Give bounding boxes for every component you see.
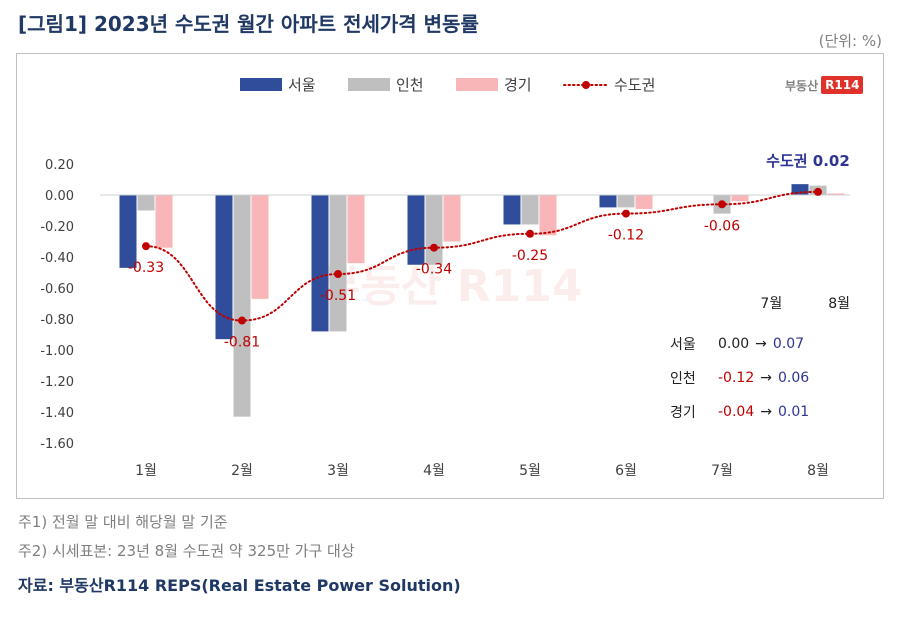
bar-2 — [329, 195, 347, 332]
bar-1 — [407, 195, 425, 265]
bar-3 — [539, 195, 557, 236]
summary-header: 7월 8월 — [670, 293, 860, 313]
point-label: -0.06 — [704, 218, 740, 234]
bar-1 — [119, 195, 137, 268]
logo-box: R114 — [821, 76, 864, 94]
y-tick-label: -0.80 — [40, 313, 74, 328]
bar-3 — [443, 195, 461, 242]
point-label: -0.25 — [512, 248, 548, 264]
summary-row-gyeonggi: 경기 -0.04 → 0.01 — [670, 395, 860, 429]
unit-label: (단위: %) — [818, 32, 882, 50]
bar-3 — [347, 195, 365, 264]
summary-box: 7월 8월 서울 0.00 → 0.07 인천 -0.12 → 0.06 경기 … — [670, 293, 860, 429]
summary-row-seoul: 서울 0.00 → 0.07 — [670, 327, 860, 361]
last-point-label: 수도권 0.02 — [766, 152, 850, 170]
legend-label: 서울 — [288, 76, 316, 94]
logo: 부동산 R114 — [785, 76, 864, 94]
source-line: 자료: 부동산R114 REPS(Real Estate Power Solut… — [18, 576, 461, 595]
point-label: -0.81 — [224, 335, 260, 351]
bar-2 — [521, 195, 539, 225]
legend-label: 수도권 — [614, 76, 655, 94]
logo-text: 부동산 — [785, 78, 819, 93]
legend-line-marker — [582, 81, 590, 89]
x-tick-label: 3월 — [327, 463, 349, 479]
bar-2 — [233, 195, 251, 417]
notes: 주1) 전월 말 대비 해당월 말 기준 주2) 시세표본: 23년 8월 수도… — [18, 508, 355, 566]
bar-1 — [311, 195, 329, 332]
y-tick-label: 0.20 — [45, 158, 74, 173]
summary-label: 서울 — [670, 337, 696, 353]
summary-arrow: → — [760, 404, 772, 420]
x-tick-label: 2월 — [231, 463, 253, 479]
capital-area-point — [814, 187, 822, 196]
bar-3 — [251, 195, 269, 299]
bar-3 — [635, 195, 653, 209]
x-tick-label: 4월 — [423, 463, 445, 479]
capital-area-point — [430, 243, 438, 252]
summary-arrow: → — [760, 370, 772, 386]
legend-swatch — [348, 78, 390, 91]
bar-3 — [731, 195, 749, 202]
bar-2 — [617, 195, 635, 208]
bar-1 — [215, 195, 233, 340]
summary-arrow: → — [755, 336, 767, 352]
legend-swatch — [456, 78, 498, 91]
bar-2 — [137, 195, 155, 211]
y-tick-label: -1.60 — [40, 437, 74, 452]
legend-swatch — [240, 78, 282, 91]
x-tick-label: 5월 — [519, 463, 541, 479]
bar-2 — [425, 195, 443, 265]
y-tick-label: -1.40 — [40, 406, 74, 421]
x-tick-label: 6월 — [615, 463, 637, 479]
summary-aug-value: 0.06 — [777, 370, 810, 386]
x-tick-label: 8월 — [807, 463, 829, 479]
y-tick-label: -0.20 — [40, 220, 74, 235]
chart-frame — [16, 53, 884, 499]
bar-1 — [599, 195, 617, 208]
legend-label: 인천 — [396, 76, 424, 94]
capital-area-point — [334, 270, 342, 279]
bar-1 — [503, 195, 521, 225]
y-tick-label: -1.20 — [40, 375, 74, 390]
summary-aug-value: 0.07 — [772, 336, 805, 352]
summary-aug-value: 0.01 — [777, 404, 810, 420]
summary-label: 인천 — [670, 371, 696, 387]
legend-label: 경기 — [504, 76, 532, 94]
x-tick-label: 7월 — [711, 463, 733, 479]
capital-area-point — [238, 316, 246, 325]
capital-area-point — [142, 242, 150, 251]
bar-1 — [791, 184, 809, 195]
y-tick-label: -0.40 — [40, 251, 74, 266]
y-tick-label: -0.60 — [40, 282, 74, 297]
summary-header-jul: 7월 — [760, 296, 783, 312]
point-label: -0.12 — [608, 228, 644, 244]
capital-area-point — [718, 200, 726, 209]
point-label: -0.51 — [320, 288, 356, 304]
note-2: 주2) 시세표본: 23년 8월 수도권 약 325만 가구 대상 — [18, 542, 355, 560]
summary-jul-value: 0.00 — [718, 336, 750, 352]
watermark: 부동산 R114 — [320, 261, 583, 312]
bar-3 — [827, 193, 845, 195]
point-label: -0.33 — [128, 260, 164, 276]
y-tick-label: 0.00 — [45, 189, 74, 204]
summary-jul-value: -0.04 — [718, 404, 755, 420]
figure-title: [그림1] 2023년 수도권 월간 아파트 전세가격 변동률 — [18, 12, 479, 36]
capital-area-point — [526, 229, 534, 238]
point-label: -0.34 — [416, 262, 452, 278]
y-tick-label: -1.00 — [40, 344, 74, 359]
bar-3 — [155, 195, 173, 248]
capital-area-point — [622, 209, 630, 218]
note-1: 주1) 전월 말 대비 해당월 말 기준 — [18, 513, 228, 531]
summary-label: 경기 — [670, 405, 696, 421]
summary-jul-value: -0.12 — [718, 370, 755, 386]
summary-row-incheon: 인천 -0.12 → 0.06 — [670, 361, 860, 395]
x-tick-label: 1월 — [135, 463, 157, 479]
summary-header-aug: 8월 — [828, 296, 850, 312]
